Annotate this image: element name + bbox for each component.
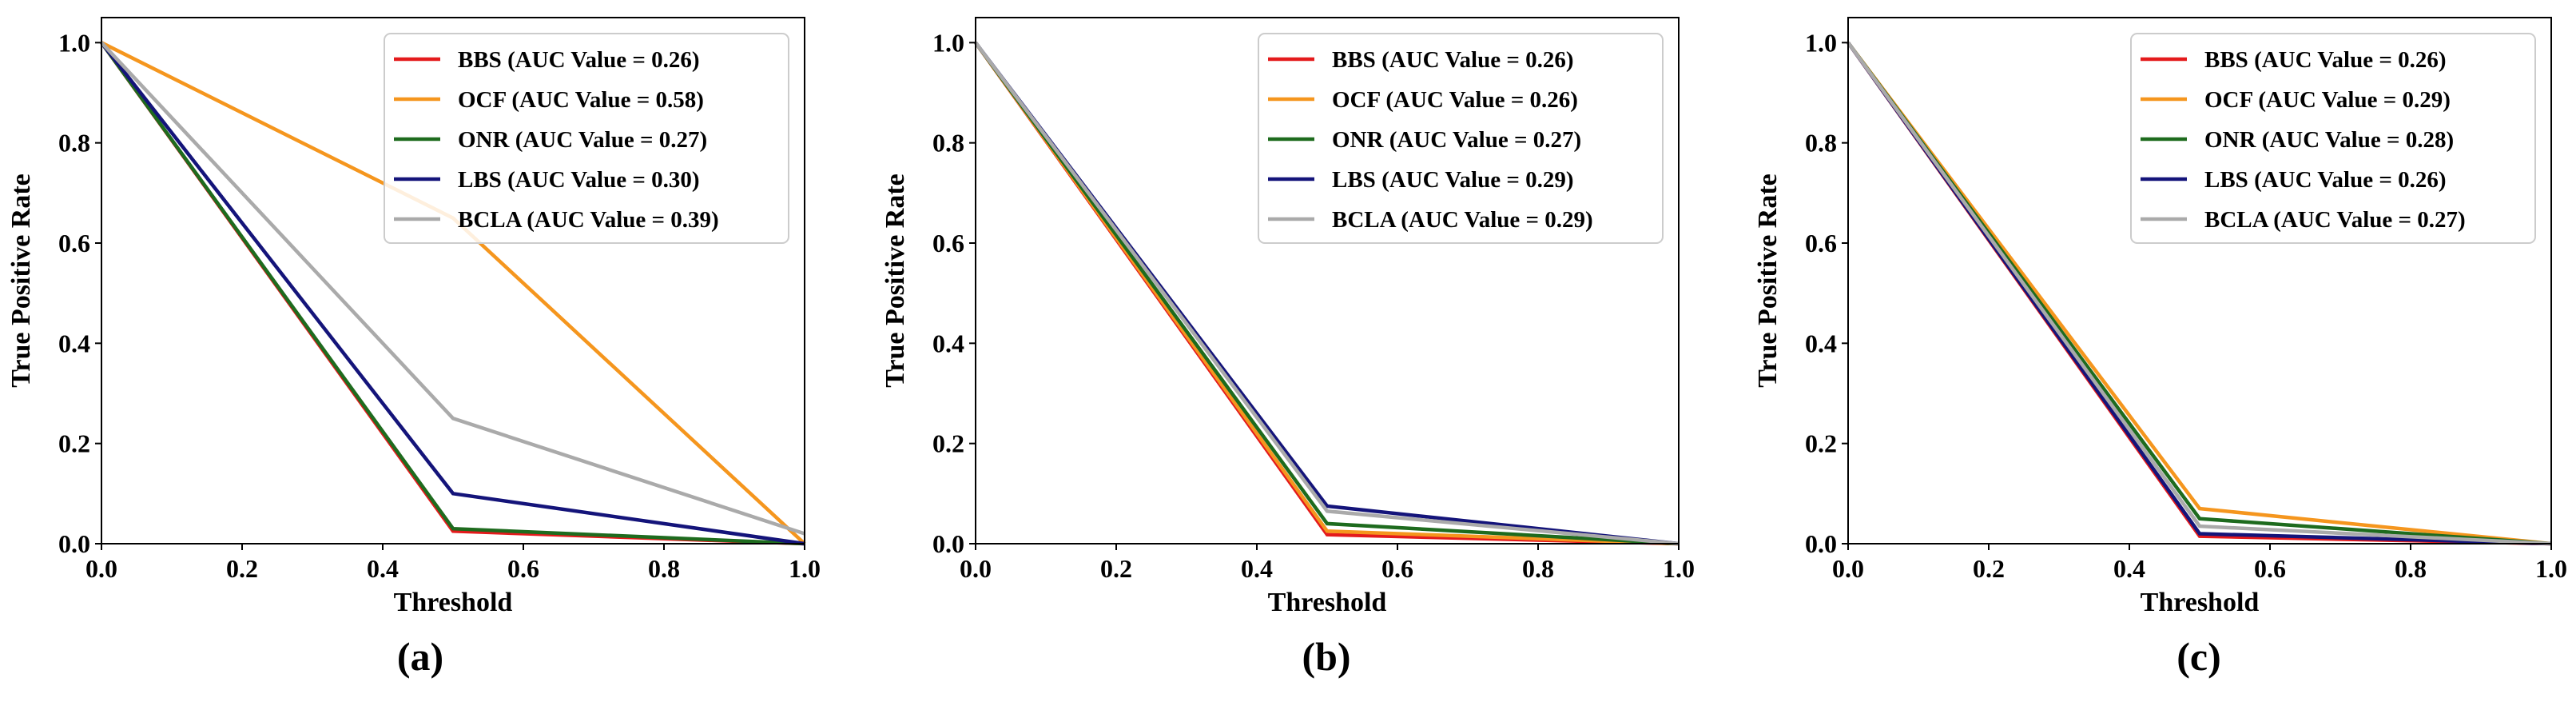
x-tick-label: 0.6	[507, 554, 539, 583]
legend-label-2: OCF (AUC Value = 0.29)	[2204, 87, 2451, 113]
plot-frame	[975, 17, 1680, 544]
x-tick-label: 0.2	[1973, 554, 2005, 583]
legend-label-2: OCF (AUC Value = 0.26)	[1332, 87, 1578, 113]
y-tick-label: 0.8	[1805, 129, 1837, 158]
legend-label-3: ONR (AUC Value = 0.28)	[2204, 127, 2454, 153]
legend-label-2: OCF (AUC Value = 0.58)	[458, 87, 704, 113]
x-tick-label: 0.8	[2395, 554, 2427, 583]
y-tick-label: 0.4	[58, 329, 90, 357]
chart-panel-3: 0.0 0.2 0.4 0.6 0.8 1.0 0.0 0.2 0.4 0.6 0.8 1.0 Thre…	[1753, 17, 2567, 679]
legend-label-4: LBS (AUC Value = 0.30)	[458, 167, 700, 193]
x-tick-label: 1.0	[1663, 554, 1695, 583]
x-tick-label: 0.0	[85, 554, 117, 583]
legend-box	[2130, 33, 2536, 244]
x-tick-label: 0.0	[960, 554, 992, 583]
x-axis-label: Threshold	[1268, 588, 1387, 617]
y-tick-label: 0.6	[58, 229, 90, 257]
y-tick-label: 0.0	[58, 529, 90, 558]
y-tick-label: 0.2	[1805, 429, 1837, 458]
x-tick-label: 0.8	[1522, 554, 1554, 583]
legend-label-5: BCLA (AUC Value = 0.29)	[1332, 207, 1593, 233]
panel-label: (a)	[397, 634, 443, 679]
y-tick-label: 0.6	[932, 229, 964, 257]
x-tick-label: 0.4	[367, 554, 399, 583]
y-tick-label: 0.8	[58, 129, 90, 158]
y-tick-label: 0.6	[1805, 229, 1837, 257]
series-line-5	[974, 41, 1680, 546]
x-tick-label: 0.6	[2254, 554, 2286, 583]
legend-label-3: ONR (AUC Value = 0.27)	[1332, 127, 1581, 153]
y-tick-label: 0.8	[932, 129, 964, 158]
y-tick-label: 0.0	[1805, 529, 1837, 558]
panel-label: (c)	[2176, 634, 2221, 679]
y-tick-label: 0.4	[1805, 329, 1837, 357]
y-tick-label: 0.2	[932, 429, 964, 458]
chart-panel-2: 0.0 0.2 0.4 0.6 0.8 1.0 0.0 0.2 0.4 0.6 0.8 1.0 Thre…	[881, 17, 1695, 679]
legend: BBS (AUC Value = 0.26) OCF (AUC Value = 0…	[384, 33, 789, 244]
series-line-5	[100, 41, 805, 536]
x-axis-label: Threshold	[2141, 588, 2260, 617]
x-tick-label: 0.0	[1832, 554, 1864, 583]
legend-label-1: BBS (AUC Value = 0.26)	[1332, 47, 1574, 73]
x-tick-label: 0.2	[226, 554, 258, 583]
y-tick-label: 0.0	[932, 529, 964, 558]
legend-box	[384, 33, 789, 244]
y-tick-label: 0.2	[58, 429, 90, 458]
y-tick-label: 0.4	[932, 329, 964, 357]
x-tick-label: 1.0	[789, 554, 821, 583]
x-tick-label: 0.2	[1100, 554, 1132, 583]
series-line-5	[1847, 41, 2552, 546]
series-line-2	[1847, 41, 2552, 546]
legend: BBS (AUC Value = 0.26) OCF (AUC Value = 0…	[1258, 33, 1664, 244]
panel-label: (b)	[1302, 634, 1350, 679]
legend: BBS (AUC Value = 0.26) OCF (AUC Value = 0…	[2130, 33, 2536, 244]
y-axis-label: True Positive Rate	[6, 174, 36, 388]
x-tick-label: 0.4	[2113, 554, 2145, 583]
x-tick-label: 1.0	[2535, 554, 2567, 583]
y-tick-label: 1.0	[932, 28, 964, 57]
y-tick-label: 1.0	[1805, 28, 1837, 57]
legend-label-4: LBS (AUC Value = 0.29)	[1332, 167, 1574, 193]
legend-box	[1258, 33, 1664, 244]
legend-label-3: ONR (AUC Value = 0.27)	[458, 127, 707, 153]
x-tick-label: 0.4	[1241, 554, 1273, 583]
plot-frame	[101, 17, 805, 544]
y-axis-label: True Positive Rate	[881, 174, 910, 388]
series-line-3	[100, 41, 805, 546]
y-tick-label: 1.0	[58, 28, 90, 57]
legend-label-5: BCLA (AUC Value = 0.27)	[2204, 207, 2466, 233]
y-axis-label: True Positive Rate	[1753, 174, 1783, 388]
x-tick-label: 0.8	[648, 554, 680, 583]
plot-frame	[1847, 17, 2552, 544]
legend-label-1: BBS (AUC Value = 0.26)	[458, 47, 700, 73]
chart-panel-1: 0.0 0.2 0.4 0.6 0.8 1.0 0.0 0.2 0.4 0.6 0.8 1.0 Thre…	[6, 17, 821, 679]
series-line-4	[100, 41, 805, 546]
x-axis-label: Threshold	[394, 588, 513, 617]
legend-label-4: LBS (AUC Value = 0.26)	[2204, 167, 2447, 193]
legend-label-1: BBS (AUC Value = 0.26)	[2204, 47, 2447, 73]
series-line-3	[974, 41, 1680, 546]
x-tick-label: 0.6	[1381, 554, 1413, 583]
legend-label-5: BCLA (AUC Value = 0.39)	[458, 207, 719, 233]
